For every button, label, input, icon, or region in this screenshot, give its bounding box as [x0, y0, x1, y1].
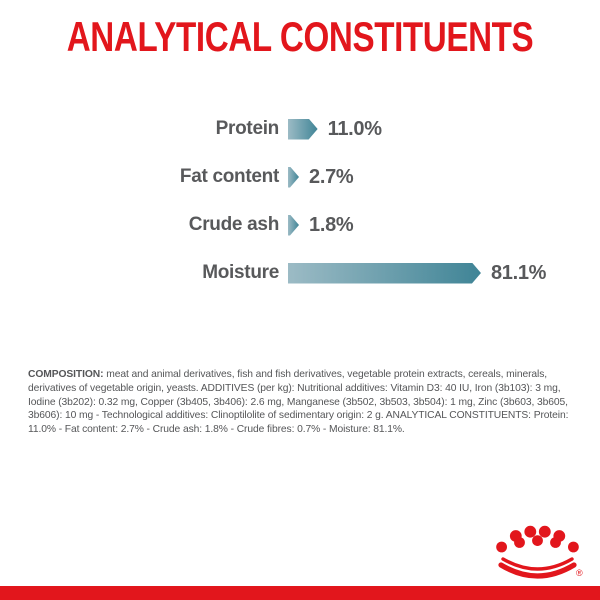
chart-bar-row: Moisture 81.1% [0, 249, 600, 297]
chart-bar-row: Protein 11.0% [0, 105, 600, 153]
bar-value: 2.7% [309, 165, 354, 188]
bar [288, 119, 318, 140]
bar-label: Moisture [202, 262, 279, 283]
crown-dots [496, 525, 579, 553]
bar-label: Crude ash [188, 214, 280, 235]
royal-canin-crown-icon: ® [496, 525, 583, 579]
composition-label: COMPOSITION: [28, 369, 104, 381]
bar-value: 1.8% [309, 213, 354, 236]
registered-mark: ® [576, 568, 583, 578]
chart-bar-row: Fat content 2.7% [0, 153, 600, 201]
bar-label: Fat content [179, 166, 279, 187]
composition-body: meat and animal derivatives, fish and fi… [28, 369, 569, 436]
chart-bar-row: Crude ash 1.8% [0, 201, 600, 249]
constituents-chart: Protein 11.0% Fat content 2.7% Crude ash… [0, 105, 600, 297]
bar-label: Protein [215, 118, 280, 139]
crown-base-arcs [498, 557, 577, 579]
composition-text: COMPOSITION: meat and animal derivatives… [28, 368, 575, 437]
bar-value: 11.0% [327, 117, 382, 140]
bar [288, 263, 481, 284]
bottom-red-band [0, 586, 600, 600]
bar-value: 81.1% [490, 261, 547, 284]
bar [288, 167, 299, 188]
bar [288, 215, 299, 236]
section-title: ANALYTICAL CONSTITUENTS [66, 13, 534, 60]
